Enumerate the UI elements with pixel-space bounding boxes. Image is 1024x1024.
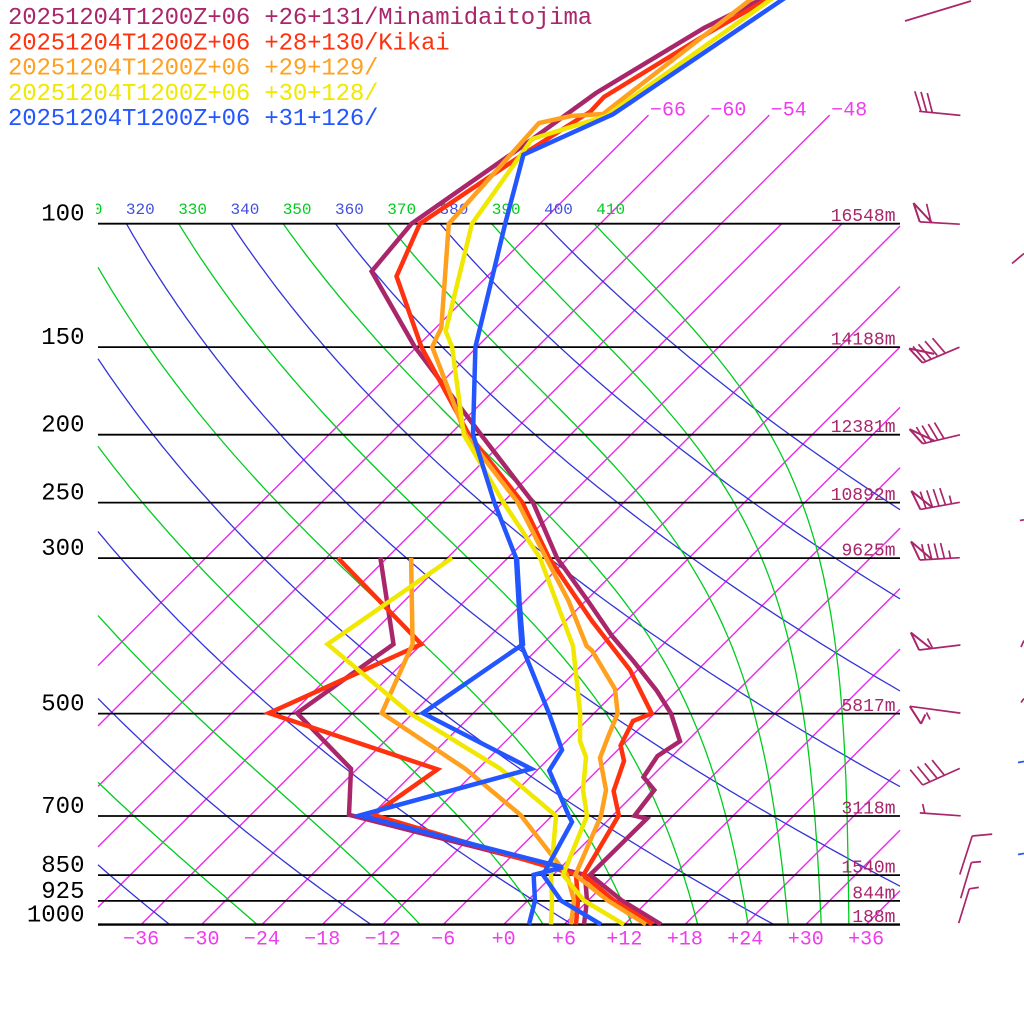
svg-text:−60: −60 xyxy=(710,100,746,123)
svg-text:310: 310 xyxy=(74,201,103,219)
svg-text:20251204T1200Z+06 +29+129/: 20251204T1200Z+06 +29+129/ xyxy=(8,56,378,83)
svg-text:100: 100 xyxy=(41,202,84,229)
svg-text:320: 320 xyxy=(126,201,155,219)
svg-text:−18: −18 xyxy=(304,929,340,952)
svg-text:12381m: 12381m xyxy=(831,418,896,438)
svg-text:20251204T1200Z+06 +30+128/: 20251204T1200Z+06 +30+128/ xyxy=(8,81,378,108)
svg-text:−36: −36 xyxy=(123,929,159,952)
svg-text:16548m: 16548m xyxy=(831,207,896,227)
svg-text:188m: 188m xyxy=(852,908,895,928)
svg-text:−48: −48 xyxy=(831,100,867,123)
svg-text:350: 350 xyxy=(283,201,312,219)
svg-text:9625m: 9625m xyxy=(841,542,895,562)
svg-text:1000: 1000 xyxy=(27,903,85,930)
svg-text:−30: −30 xyxy=(183,929,219,952)
svg-text:360: 360 xyxy=(335,201,364,219)
svg-text:200: 200 xyxy=(41,413,84,440)
svg-text:−54: −54 xyxy=(771,100,807,123)
svg-text:3118m: 3118m xyxy=(841,800,895,820)
svg-text:+36: +36 xyxy=(848,929,884,952)
svg-text:400: 400 xyxy=(544,201,573,219)
svg-text:300: 300 xyxy=(41,536,84,563)
svg-text:500: 500 xyxy=(41,692,84,719)
svg-text:370: 370 xyxy=(387,201,416,219)
svg-text:925: 925 xyxy=(41,879,84,906)
svg-text:+6: +6 xyxy=(552,929,576,952)
svg-text:340: 340 xyxy=(231,201,260,219)
svg-text:20251204T1200Z+06 +31+126/: 20251204T1200Z+06 +31+126/ xyxy=(8,106,378,133)
svg-text:10892m: 10892m xyxy=(831,486,896,506)
svg-text:−6: −6 xyxy=(431,929,455,952)
svg-text:+30: +30 xyxy=(788,929,824,952)
svg-text:−12: −12 xyxy=(365,929,401,952)
svg-text:+18: +18 xyxy=(667,929,703,952)
svg-text:844m: 844m xyxy=(852,884,895,904)
svg-text:−66: −66 xyxy=(650,100,686,123)
svg-text:150: 150 xyxy=(41,325,84,352)
svg-text:700: 700 xyxy=(41,794,84,821)
svg-text:5817m: 5817m xyxy=(841,697,895,717)
svg-text:330: 330 xyxy=(178,201,207,219)
svg-text:−24: −24 xyxy=(244,929,280,952)
svg-text:20251204T1200Z+06 +28+130/Kika: 20251204T1200Z+06 +28+130/Kikai xyxy=(8,30,450,57)
svg-text:14188m: 14188m xyxy=(831,331,896,351)
svg-text:+24: +24 xyxy=(727,929,763,952)
svg-text:+12: +12 xyxy=(606,929,642,952)
svg-text:+0: +0 xyxy=(492,929,516,952)
svg-text:250: 250 xyxy=(41,481,84,508)
svg-text:1540m: 1540m xyxy=(841,859,895,879)
svg-text:410: 410 xyxy=(596,201,625,219)
svg-text:390: 390 xyxy=(492,201,521,219)
svg-text:20251204T1200Z+06 +26+131/Mina: 20251204T1200Z+06 +26+131/Minamidaitojim… xyxy=(8,5,592,32)
svg-text:850: 850 xyxy=(41,853,84,880)
